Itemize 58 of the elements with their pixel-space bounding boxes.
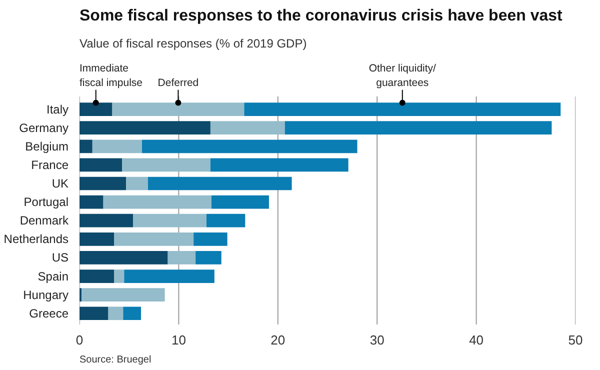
bar <box>80 121 210 135</box>
y-tick-label: Spain <box>38 269 69 284</box>
y-tick-label: Italy <box>46 102 69 116</box>
bar <box>81 288 165 302</box>
y-tick-label: Denmark <box>20 214 70 228</box>
bar <box>122 158 210 172</box>
bar <box>80 270 114 283</box>
x-tick-label: 10 <box>171 332 186 348</box>
bar <box>80 102 112 116</box>
bar <box>114 232 194 246</box>
y-tick-label: France <box>31 158 69 172</box>
bar <box>114 270 124 283</box>
y-tick-label: Netherlands <box>4 232 69 246</box>
bar <box>126 176 148 190</box>
series-label: Other liquidity/ guarantees <box>368 62 436 89</box>
y-tick-label: Greece <box>29 306 69 320</box>
y-tick-label: Portugal <box>24 195 69 210</box>
bar <box>210 121 285 135</box>
y-tick-label: Hungary <box>23 288 68 302</box>
y-tick-label: Germany <box>19 120 69 135</box>
bar <box>80 176 126 190</box>
bar <box>142 140 358 154</box>
bar <box>124 270 214 283</box>
x-tick-label: 40 <box>469 332 484 348</box>
bar <box>194 232 228 246</box>
bar <box>112 102 244 116</box>
x-tick-label: 0 <box>76 332 84 348</box>
bar <box>123 306 142 320</box>
y-tick-label: Belgium <box>25 139 69 154</box>
bar <box>211 195 269 209</box>
chart-title: Some fiscal responses to the coronavirus crisis have been vast <box>80 8 564 24</box>
bar <box>103 195 212 209</box>
x-tick-label: 20 <box>270 332 286 348</box>
bar <box>206 214 246 228</box>
bar <box>80 214 134 228</box>
bar <box>92 140 142 154</box>
bar <box>168 251 196 264</box>
chart-subtitle: Value of fiscal responses (% of 2019 GDP) <box>80 36 307 50</box>
bar <box>80 158 122 172</box>
bar <box>80 306 108 320</box>
bar <box>133 214 206 228</box>
series-label: Deferred <box>158 76 199 89</box>
x-tick-label: 50 <box>568 332 583 348</box>
bar <box>196 251 222 264</box>
x-tick-label: 30 <box>370 332 384 348</box>
y-tick-label: US <box>52 250 68 265</box>
bar <box>284 121 552 135</box>
bar <box>244 102 561 116</box>
source-note: Source: Bruegel <box>80 354 152 366</box>
bar <box>210 158 348 172</box>
y-tick-label: UK <box>52 176 68 191</box>
series-label: Immediate fiscal impulse <box>80 62 143 89</box>
bar <box>80 140 92 154</box>
bar <box>108 306 124 320</box>
bar <box>80 232 114 246</box>
bar <box>80 251 168 264</box>
bar <box>148 176 292 190</box>
bar <box>80 195 104 209</box>
